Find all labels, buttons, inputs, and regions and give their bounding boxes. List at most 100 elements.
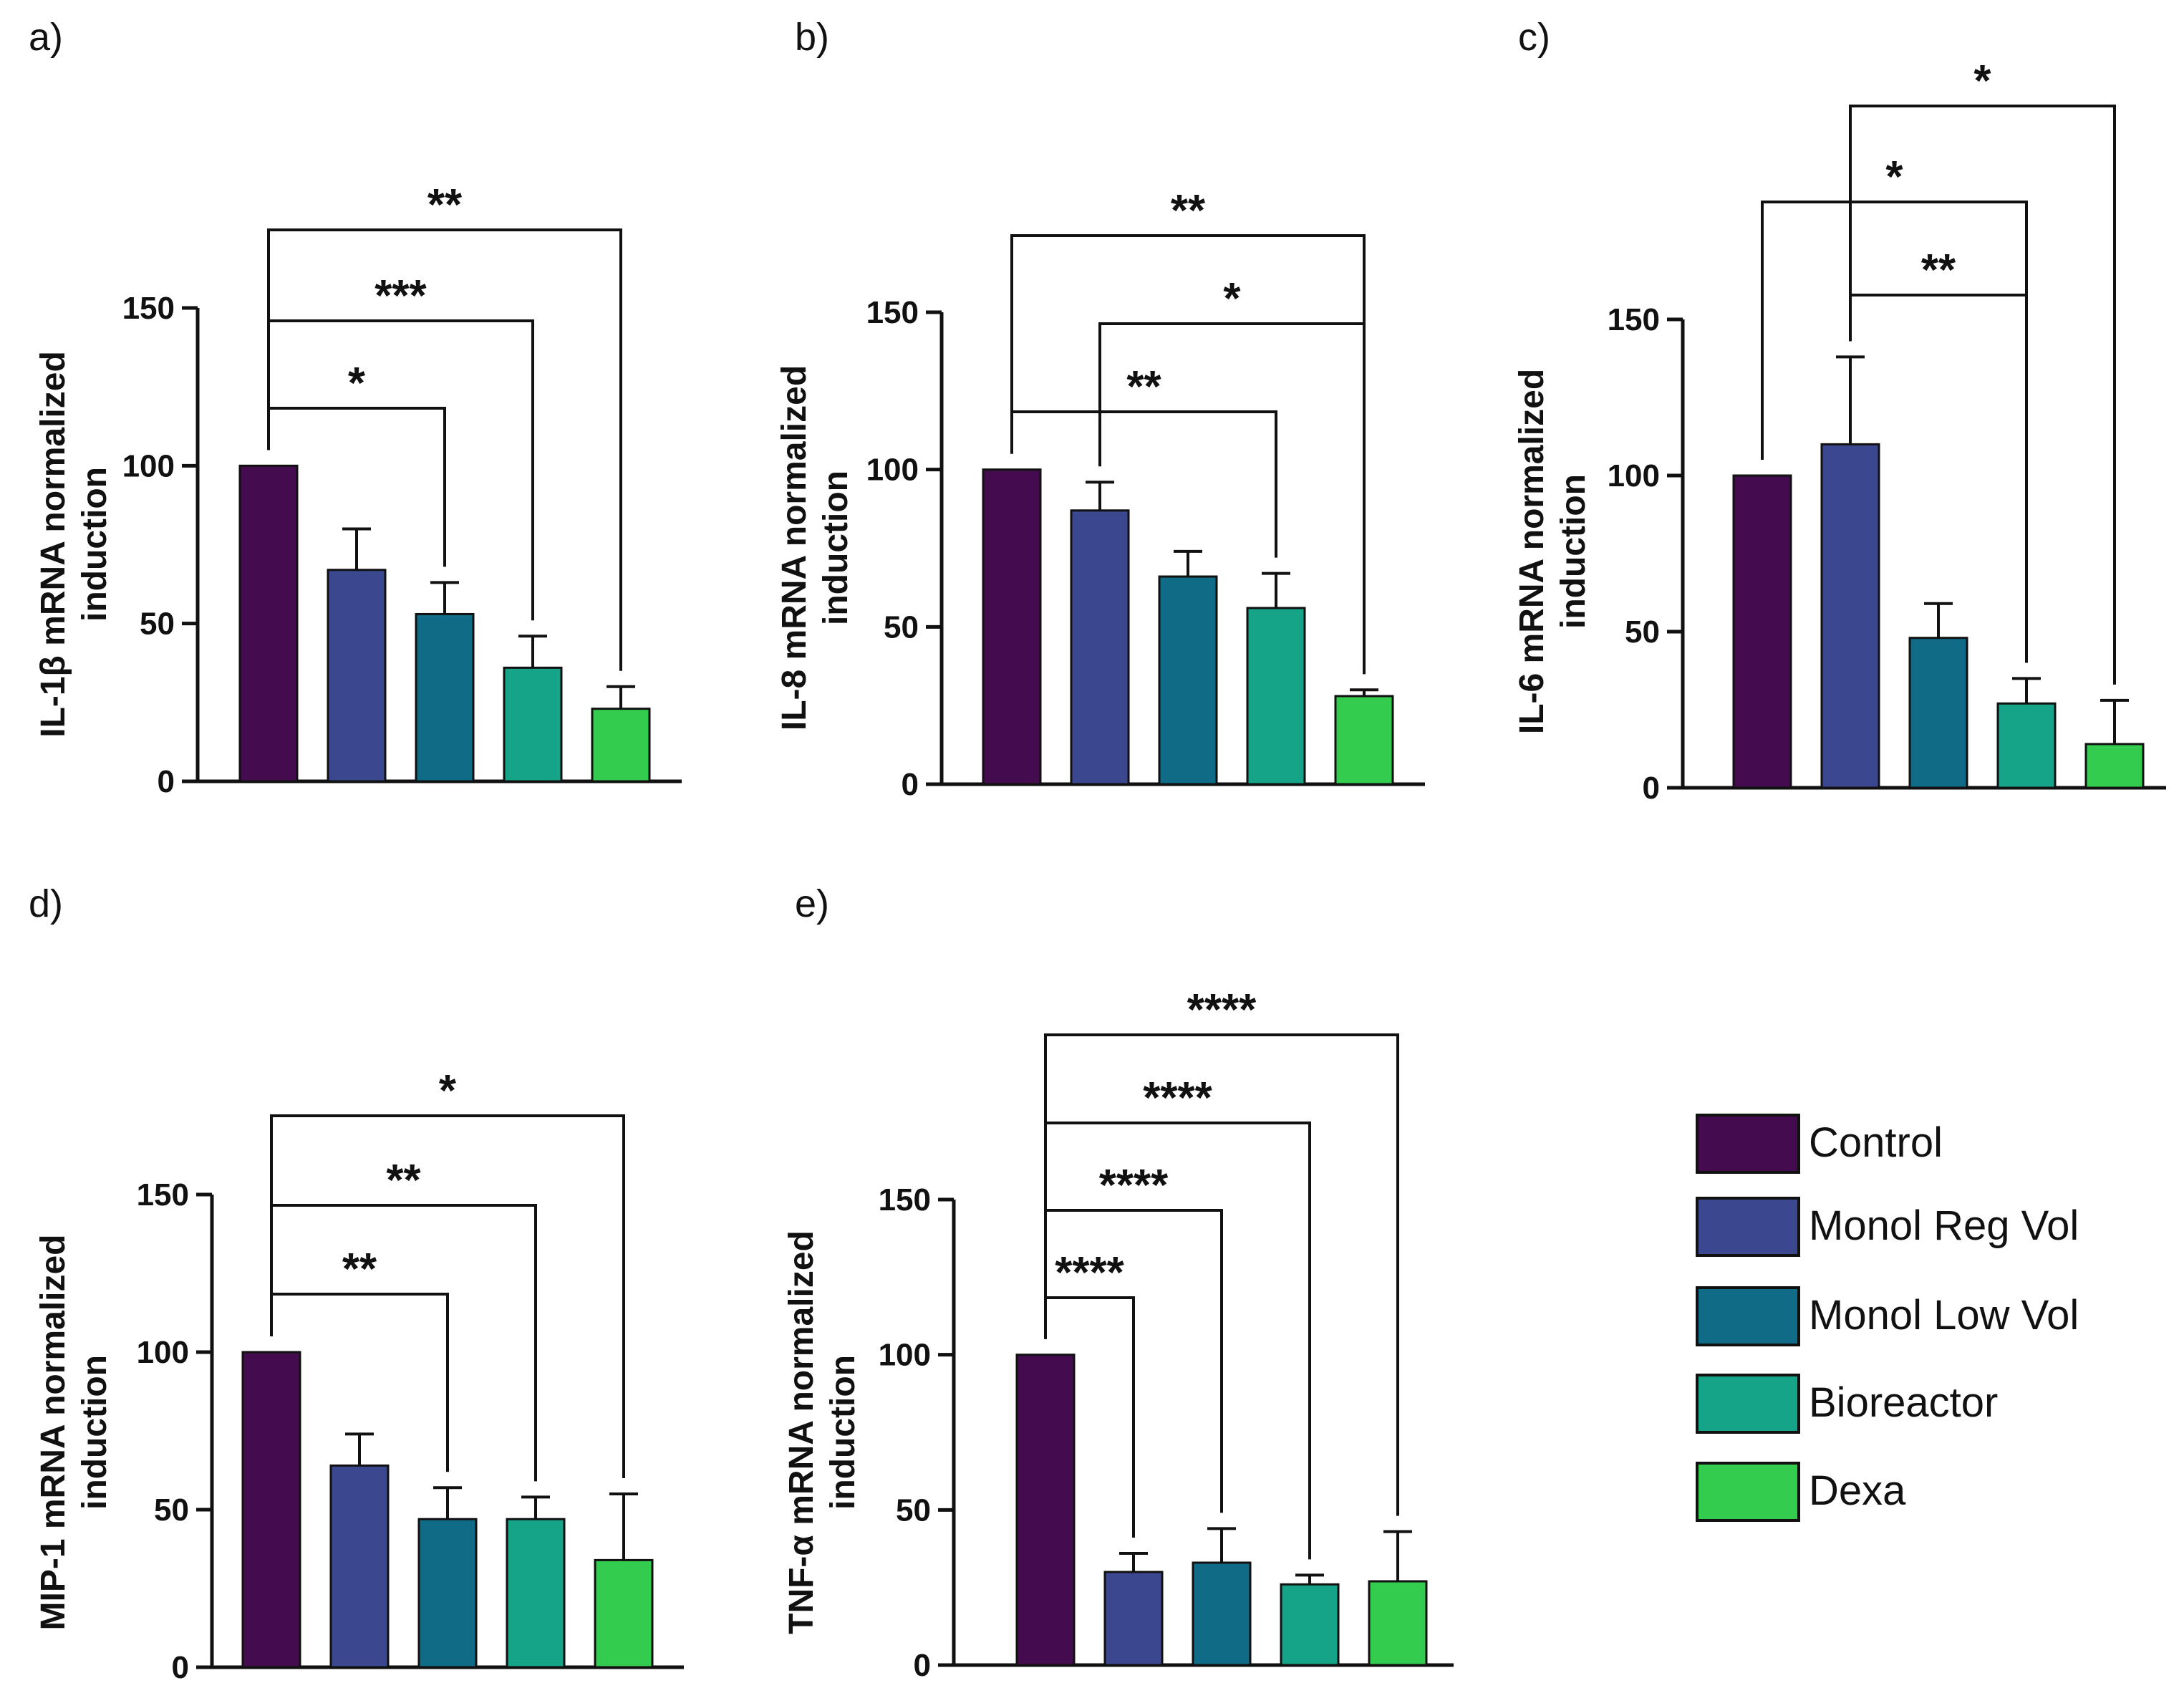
bar-dexa: [591, 708, 651, 783]
legend-swatch-control: [1696, 1114, 1800, 1174]
bar-dexa: [2084, 743, 2145, 789]
y-axis-label-line: IL-6 mRNA normalized: [1513, 369, 1551, 734]
significance-label: ****: [1099, 1161, 1169, 1210]
bar-dexa: [594, 1558, 654, 1669]
chart-panel-2: c) IL-6 mRNA normalized induction 0 50 100 150…: [1513, 16, 2166, 806]
y-axis-label-line: induction: [1555, 474, 1593, 629]
bar-dexa: [1368, 1580, 1428, 1667]
panel-label: d): [29, 882, 63, 925]
y-axis-label-line: induction: [824, 1355, 862, 1510]
y-axis-label: TNF-α mRNA normalized induction: [783, 1230, 862, 1634]
significance-label: ****: [1187, 985, 1257, 1035]
y-axis-label-line: IL-8 mRNA normalized: [775, 365, 813, 730]
bar-monol-low-vol: [1908, 637, 1968, 789]
y-axis-label-line: IL-1β mRNA normalized: [34, 351, 72, 738]
bar-monol-reg-vol: [327, 569, 387, 783]
bar-monol-reg-vol: [329, 1464, 390, 1669]
y-tick-label: 0: [1643, 771, 1660, 806]
significance-label: ****: [1055, 1248, 1124, 1298]
significance-bracket: [1044, 1033, 1399, 1516]
y-axis-label-line: induction: [76, 467, 114, 622]
significance-bracket: [270, 1204, 537, 1482]
significance-bracket: [267, 228, 622, 671]
significance-label: ****: [1143, 1074, 1212, 1123]
y-tick-label: 0: [914, 1648, 931, 1683]
bar-bioreactor: [503, 666, 563, 783]
y-axis-label: IL-6 mRNA normalized induction: [1513, 369, 1593, 734]
legend-swatch-bioreactor: [1696, 1374, 1800, 1434]
legend-label: Bioreactor: [1809, 1379, 1998, 1426]
significance-label: **: [427, 180, 463, 230]
bar-monol-low-vol: [415, 612, 475, 783]
significance-label: **: [1921, 246, 1956, 295]
bar-bioreactor: [506, 1518, 566, 1669]
y-tick-label: 100: [137, 1335, 189, 1370]
bar-monol-low-vol: [417, 1518, 478, 1669]
significance-label: **: [1171, 186, 1206, 236]
y-tick-label: 50: [884, 609, 919, 645]
y-axis-label: IL-8 mRNA normalized induction: [775, 365, 855, 730]
bar-bioreactor: [1996, 702, 2057, 789]
bar-monol-low-vol: [1192, 1561, 1252, 1667]
bar-monol-reg-vol: [1103, 1571, 1164, 1667]
y-tick-label: 150: [122, 291, 175, 326]
y-tick-label: 50: [1625, 614, 1660, 650]
panel-label: b): [795, 16, 829, 59]
chart-panel-0: a) IL-1β mRNA normalized induction 0 50 100 15…: [29, 16, 682, 799]
chart-panel-1: b) IL-8 mRNA normalized induction 0 50 100 150…: [775, 16, 1425, 802]
bar-control: [238, 464, 299, 783]
y-tick-label: 150: [1608, 302, 1660, 337]
legend-label: Monol Reg Vol: [1809, 1202, 2079, 1249]
y-tick-label: 50: [154, 1492, 189, 1528]
bar-control: [241, 1351, 301, 1669]
significance-label: **: [386, 1156, 421, 1205]
bar-dexa: [1334, 695, 1394, 786]
y-tick-label: 100: [866, 453, 919, 488]
significance-bracket: [1044, 1122, 1311, 1560]
significance-label: **: [342, 1245, 377, 1294]
chart-panel-4: e) TNF-α mRNA normalized induction 0 50 100 15…: [783, 882, 1454, 1683]
bar-control: [1015, 1354, 1076, 1667]
legend-label: Monol Low Vol: [1809, 1292, 2079, 1339]
legend-swatch-monol-low-vol: [1696, 1286, 1800, 1346]
bar-monol-reg-vol: [1820, 443, 1880, 789]
significance-label: *: [1223, 274, 1241, 324]
significance-bracket: [1849, 105, 2116, 685]
legend-label: Control: [1809, 1119, 1943, 1166]
bar-bioreactor: [1280, 1583, 1340, 1667]
bar-monol-low-vol: [1158, 575, 1218, 786]
legend-label: Dexa: [1809, 1467, 1906, 1514]
y-tick-label: 100: [122, 448, 175, 483]
significance-bracket: [1010, 410, 1277, 558]
y-tick-label: 150: [137, 1177, 189, 1212]
y-tick-label: 50: [140, 607, 175, 642]
significance-label: ***: [375, 271, 427, 321]
y-tick-label: 100: [879, 1338, 931, 1373]
significance-bracket: [270, 1114, 625, 1478]
y-axis-label-line: induction: [76, 1355, 114, 1510]
y-tick-label: 0: [158, 764, 175, 799]
y-axis-label-line: MIP-1 mRNA normalized: [34, 1235, 72, 1631]
y-tick-label: 150: [879, 1182, 931, 1217]
legend-swatch-monol-reg-vol: [1696, 1197, 1800, 1257]
significance-label: *: [1885, 153, 1903, 202]
bar-control: [1732, 474, 1792, 789]
panel-label: c): [1518, 16, 1550, 59]
y-tick-label: 150: [866, 295, 919, 330]
y-axis-label-line: induction: [817, 471, 855, 625]
legend-swatch-dexa: [1696, 1462, 1800, 1522]
significance-bracket: [1761, 201, 2028, 663]
panel-label: a): [29, 16, 63, 59]
y-axis-label: MIP-1 mRNA normalized induction: [34, 1235, 114, 1631]
bar-bioreactor: [1246, 607, 1306, 786]
y-axis-label: IL-1β mRNA normalized induction: [34, 351, 114, 738]
panel-label: e): [795, 882, 829, 925]
chart-panel-3: d) MIP-1 mRNA normalized induction 0 50 100 15…: [29, 882, 684, 1685]
bar-control: [982, 468, 1042, 786]
significance-bracket: [267, 319, 534, 621]
significance-bracket: [1010, 234, 1366, 675]
significance-label: *: [1973, 57, 1991, 106]
legend: Control Monol Reg Vol Monol Low Vol Bioreac…: [1696, 1114, 2079, 1522]
y-tick-label: 50: [896, 1492, 931, 1528]
